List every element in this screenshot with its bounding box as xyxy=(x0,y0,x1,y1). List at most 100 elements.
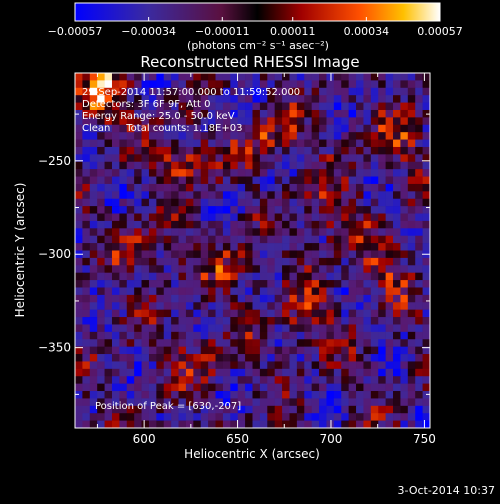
heatmap-cell xyxy=(326,183,335,192)
heatmap-cell xyxy=(422,294,431,303)
heatmap-cell xyxy=(363,198,372,207)
heatmap-cell xyxy=(178,317,187,325)
heatmap-cell xyxy=(156,243,165,251)
heatmap-cell xyxy=(422,361,431,370)
heatmap-cell xyxy=(119,80,128,89)
heatmap-cell xyxy=(97,309,105,318)
heatmap-cell xyxy=(422,368,431,377)
heatmap-cell xyxy=(282,257,290,266)
heatmap-cell xyxy=(126,73,135,81)
heatmap-cell xyxy=(326,280,335,288)
heatmap-cell xyxy=(126,302,135,310)
heatmap-cell xyxy=(178,87,187,96)
heatmap-cell xyxy=(407,154,416,163)
heatmap-cell xyxy=(89,420,98,429)
heatmap-cell xyxy=(289,391,298,399)
heatmap-cell xyxy=(282,368,290,377)
heatmap-cell xyxy=(222,383,231,392)
heatmap-cell xyxy=(319,161,327,170)
heatmap-cell xyxy=(82,309,91,318)
heatmap-cell xyxy=(75,287,83,296)
heatmap-cell xyxy=(222,80,231,89)
heatmap-cell xyxy=(245,294,253,303)
heatmap-cell xyxy=(178,176,187,185)
heatmap-cell xyxy=(400,95,409,103)
heatmap-cell xyxy=(119,383,128,392)
heatmap-cell xyxy=(208,376,216,384)
heatmap-cell xyxy=(208,161,216,170)
heatmap-cell xyxy=(171,80,179,89)
heatmap-cell xyxy=(82,95,91,103)
heatmap-cell xyxy=(296,161,305,170)
heatmap-cell xyxy=(163,198,172,207)
heatmap-cell xyxy=(208,154,216,163)
heatmap-cell xyxy=(75,117,83,126)
heatmap-cell xyxy=(311,80,320,89)
heatmap-cell xyxy=(252,302,261,310)
heatmap-cell xyxy=(111,368,120,377)
heatmap-cell xyxy=(326,272,335,281)
heatmap-cell xyxy=(393,80,401,89)
heatmap-cell xyxy=(200,95,209,103)
heatmap-cell xyxy=(356,398,364,407)
heatmap-cell xyxy=(348,198,357,207)
heatmap-cell xyxy=(75,405,83,414)
heatmap-cell xyxy=(97,272,105,281)
heatmap-cell xyxy=(75,413,83,421)
heatmap-cell xyxy=(193,309,202,318)
colorbar-gradient xyxy=(74,2,441,22)
heatmap-cell xyxy=(252,294,261,303)
heatmap-cell xyxy=(289,272,298,281)
heatmap-cell xyxy=(407,361,416,370)
heatmap-cell xyxy=(282,346,290,355)
heatmap-cell xyxy=(208,176,216,185)
heatmap-cell xyxy=(208,413,216,421)
heatmap-cell xyxy=(104,317,113,325)
heatmap-cell xyxy=(393,346,401,355)
heatmap-cell xyxy=(82,302,91,310)
heatmap-cell xyxy=(245,413,253,421)
heatmap-cell xyxy=(274,161,283,170)
heatmap-cell xyxy=(393,383,401,392)
heatmap-cell xyxy=(252,146,261,155)
heatmap-cell xyxy=(363,361,372,370)
heatmap-cell xyxy=(171,235,179,244)
heatmap-cell xyxy=(356,176,364,185)
heatmap-cell xyxy=(245,124,253,133)
x-axis-label: Heliocentric X (arcsec) xyxy=(184,447,320,461)
heatmap-cell xyxy=(415,117,423,126)
heatmap-cell xyxy=(193,228,202,237)
heatmap-cell xyxy=(97,250,105,259)
heatmap-cell xyxy=(111,405,120,414)
heatmap-cell xyxy=(304,287,312,296)
heatmap-cell xyxy=(326,250,335,259)
heatmap-cell xyxy=(267,391,275,399)
heatmap-cell xyxy=(393,398,401,407)
heatmap-cell xyxy=(415,213,423,222)
heatmap-cell xyxy=(363,154,372,163)
heatmap-cell xyxy=(148,132,157,140)
heatmap-cell xyxy=(259,220,268,229)
heatmap-cell xyxy=(178,95,187,103)
heatmap-cell xyxy=(356,302,364,310)
heatmap-cell xyxy=(370,383,379,392)
heatmap-cell xyxy=(222,413,231,421)
heatmap-cell xyxy=(126,198,135,207)
heatmap-cell xyxy=(282,206,290,214)
heatmap-cell xyxy=(82,176,91,185)
heatmap-cell xyxy=(171,87,179,96)
heatmap-cell xyxy=(363,413,372,421)
heatmap-cell xyxy=(126,235,135,244)
heatmap-cell xyxy=(267,124,275,133)
heatmap-cell xyxy=(193,80,202,89)
heatmap-cell xyxy=(230,302,239,310)
heatmap-cell xyxy=(156,220,165,229)
heatmap-cell xyxy=(378,109,386,118)
heatmap-cell xyxy=(267,302,275,310)
heatmap-cell xyxy=(400,235,409,244)
heatmap-cell xyxy=(163,376,172,384)
heatmap-cell xyxy=(193,87,202,96)
heatmap-cell xyxy=(126,339,135,347)
heatmap-cell xyxy=(415,272,423,281)
heatmap-cell xyxy=(230,73,239,81)
